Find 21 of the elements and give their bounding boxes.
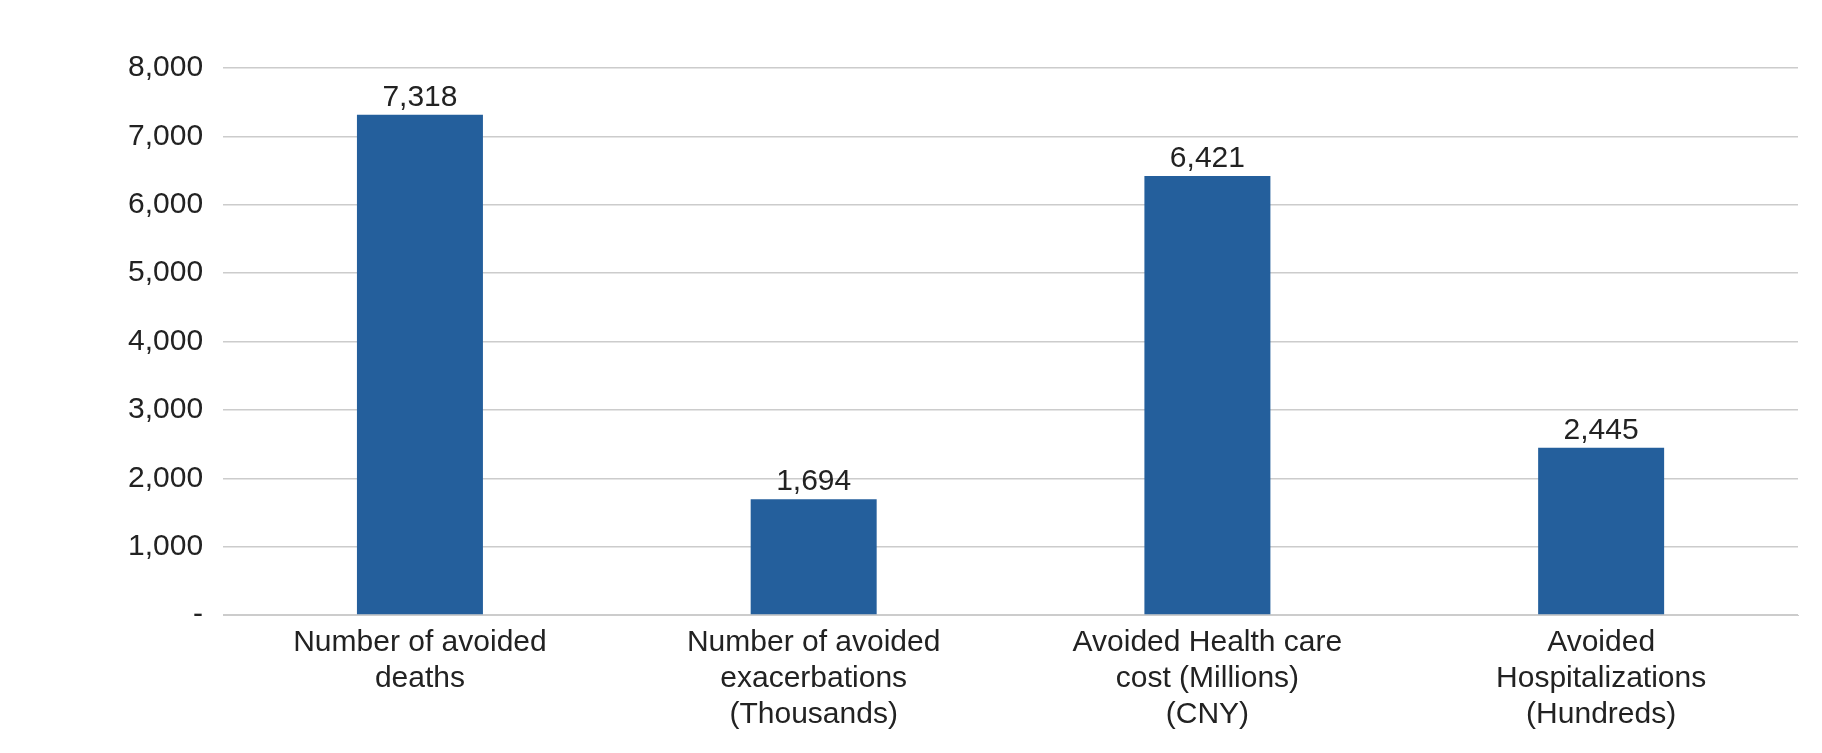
bar: [356, 114, 483, 615]
x-tick-label: Avoided Health care cost (Millions) (CNY): [1072, 624, 1343, 730]
y-tick-label: 6,000: [128, 186, 204, 220]
data-label: 2,445: [1563, 412, 1639, 446]
x-tick-label: Number of avoided deaths: [293, 624, 547, 694]
x-tick-label: Number of avoided exacerbations (Thousands): [686, 624, 941, 730]
data-label: 1,694: [776, 463, 852, 497]
y-tick-label: 4,000: [128, 322, 204, 356]
data-label: 7,318: [382, 78, 458, 112]
y-tick-label: 3,000: [128, 391, 204, 425]
bar: [1538, 447, 1665, 615]
x-tick-label: Avoided Hospitalizations (Hundreds): [1496, 624, 1707, 730]
bar: [1144, 175, 1271, 615]
y-tick-label: -: [193, 596, 204, 630]
bar: [750, 499, 877, 615]
y-tick-label: 5,000: [128, 254, 204, 288]
y-tick-label: 1,000: [128, 527, 204, 561]
y-tick-label: 8,000: [128, 49, 204, 83]
data-label: 6,421: [1169, 140, 1245, 174]
y-tick-label: 7,000: [128, 117, 204, 151]
y-tick-label: 2,000: [128, 459, 204, 493]
